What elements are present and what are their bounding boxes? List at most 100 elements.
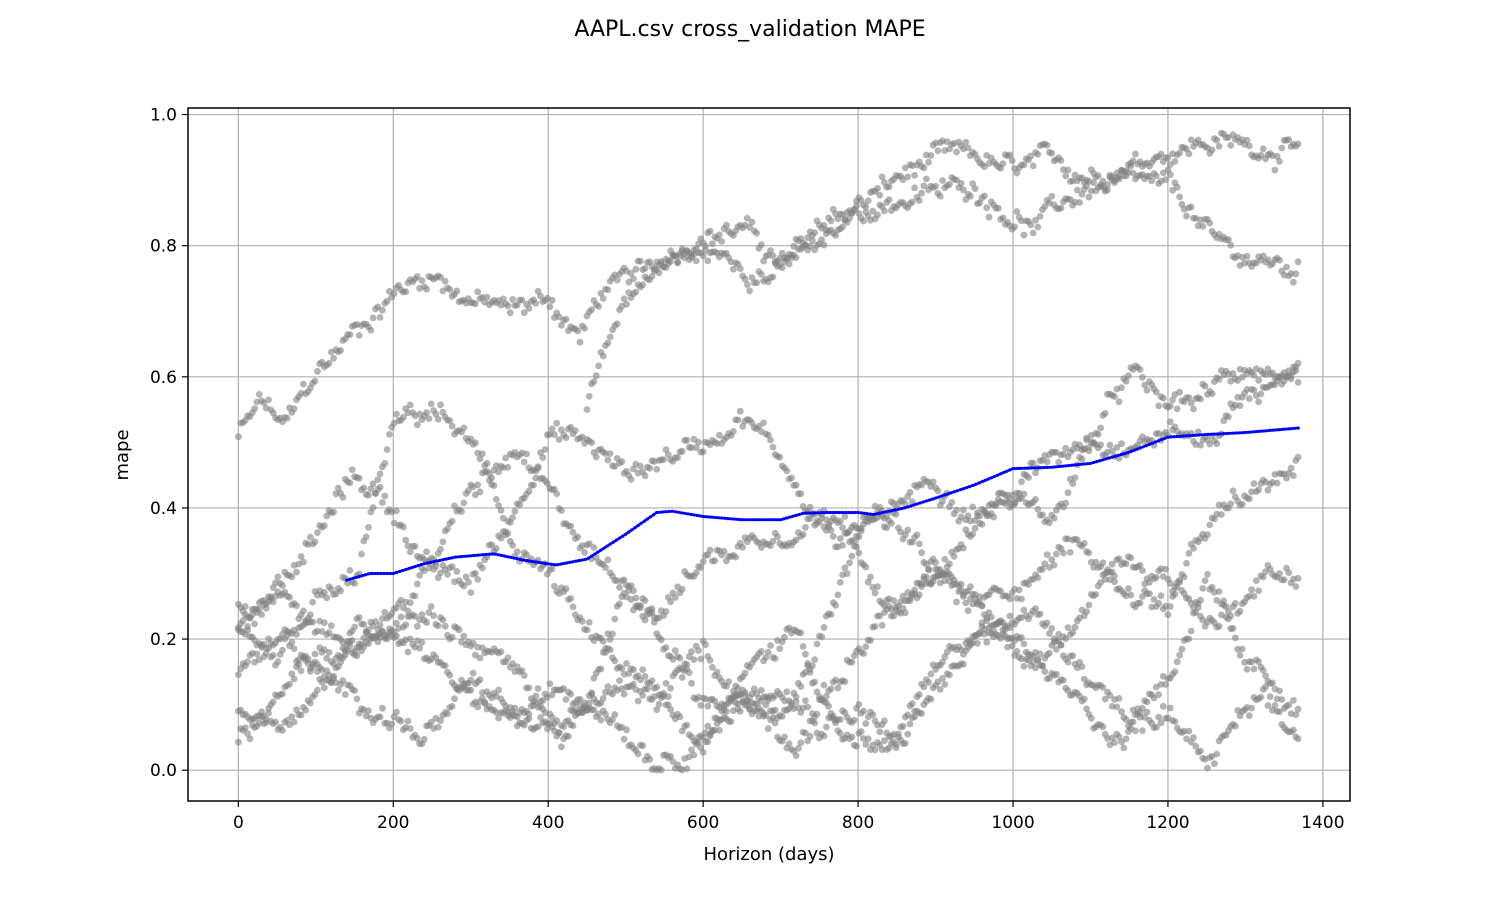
scatter-point xyxy=(839,223,846,231)
scatter-point xyxy=(781,733,788,741)
scatter-point xyxy=(434,415,442,423)
scatter-point xyxy=(881,737,888,744)
scatter-point xyxy=(911,707,918,715)
y-tick-label-3: 0.6 xyxy=(150,368,177,388)
scatter-point xyxy=(460,632,468,640)
scatter-point xyxy=(423,548,430,556)
scatter-point xyxy=(323,594,331,602)
scatter-point xyxy=(1036,213,1044,220)
mean-line-point xyxy=(704,515,708,519)
mean-line-point xyxy=(484,552,488,557)
scatter-point xyxy=(251,405,258,413)
scatter-point xyxy=(939,674,946,682)
mean-line-point xyxy=(1039,466,1043,470)
scatter-point xyxy=(776,645,784,653)
mean-line-point xyxy=(1212,432,1216,436)
mean-line-point xyxy=(878,511,882,515)
scatter-point xyxy=(372,618,379,625)
scatter-point xyxy=(332,664,340,672)
scatter-point xyxy=(297,553,305,560)
scatter-point xyxy=(406,548,414,556)
mean-line-point xyxy=(394,570,398,575)
scatter-point xyxy=(269,598,277,606)
mean-line-point xyxy=(1076,463,1080,467)
scatter-point xyxy=(400,413,407,421)
scatter-point xyxy=(255,391,263,398)
scatter-point xyxy=(709,664,716,671)
scatter-point xyxy=(495,468,502,476)
scatter-point xyxy=(1064,489,1072,497)
mean-line-point xyxy=(565,561,569,565)
scatter-point xyxy=(829,533,837,540)
scatter-point xyxy=(460,424,468,432)
scatter-point xyxy=(822,226,830,234)
scatter-point xyxy=(811,229,819,237)
scatter-point xyxy=(1020,662,1028,670)
scatter-point xyxy=(327,585,335,593)
mean-line-point xyxy=(428,560,433,565)
scatter-point xyxy=(1290,278,1297,286)
mean-line-point xyxy=(754,518,758,522)
scatter-point xyxy=(853,743,860,750)
scatter-point xyxy=(1053,550,1060,558)
scatter-point xyxy=(1143,708,1151,716)
scatter-point xyxy=(802,524,809,531)
mean-line-point xyxy=(363,573,367,577)
mean-line-point xyxy=(1110,455,1114,459)
scatter-point xyxy=(667,753,674,760)
scatter-point xyxy=(460,499,468,507)
scatter-point xyxy=(987,510,995,517)
mean-line-point xyxy=(927,498,932,502)
scatter-point xyxy=(1292,711,1300,719)
scatter-point xyxy=(704,738,712,746)
mean-line-point xyxy=(1020,466,1024,470)
mean-line-point xyxy=(1123,451,1127,456)
scatter-point xyxy=(590,544,598,551)
scatter-point xyxy=(583,626,591,634)
scatter-point xyxy=(1097,441,1104,449)
scatter-point xyxy=(581,325,588,332)
scatter-point xyxy=(953,598,960,606)
scatter-point xyxy=(1127,719,1135,726)
mean-line-point xyxy=(1008,468,1012,472)
scatter-point xyxy=(939,177,946,184)
scatter-point xyxy=(434,723,442,731)
scatter-point xyxy=(841,513,849,520)
scatter-point xyxy=(1250,372,1258,379)
scatter-point xyxy=(1290,726,1297,734)
mean-line-point xyxy=(1172,435,1176,439)
scatter-point xyxy=(1006,595,1014,603)
scatter-point xyxy=(369,504,377,511)
mean-line-point xyxy=(370,571,374,576)
mean-line-point xyxy=(630,528,634,532)
scatter-point xyxy=(1255,398,1262,406)
scatter-point xyxy=(334,686,342,694)
scatter-point xyxy=(839,541,846,549)
scatter-point xyxy=(1029,459,1037,467)
scatter-point xyxy=(1013,169,1021,177)
scatter-point xyxy=(497,648,505,655)
scatter-point xyxy=(1113,703,1121,711)
scatter-point xyxy=(1290,697,1297,704)
scatter-point xyxy=(936,579,944,587)
scatter-point xyxy=(411,592,419,600)
scatter-point xyxy=(448,703,456,710)
scatter-point xyxy=(1132,150,1139,158)
scatter-point xyxy=(806,503,814,511)
scatter-point xyxy=(330,354,337,362)
scatter-point xyxy=(1080,695,1088,703)
scatter-point xyxy=(1159,702,1167,710)
scatter-point xyxy=(683,721,691,729)
mean-line-point xyxy=(1234,431,1238,435)
scatter-point xyxy=(1229,487,1237,495)
mean-line-point xyxy=(655,510,659,515)
mean-line-point xyxy=(676,510,681,514)
scatter-point xyxy=(437,273,444,281)
scatter-point xyxy=(892,741,900,748)
scatter-point xyxy=(339,494,347,501)
mean-line-point xyxy=(357,575,361,579)
scatter-point xyxy=(967,583,974,591)
mean-line-point xyxy=(1181,434,1185,438)
mean-line-point xyxy=(577,558,581,563)
scatter-point xyxy=(1257,151,1265,159)
